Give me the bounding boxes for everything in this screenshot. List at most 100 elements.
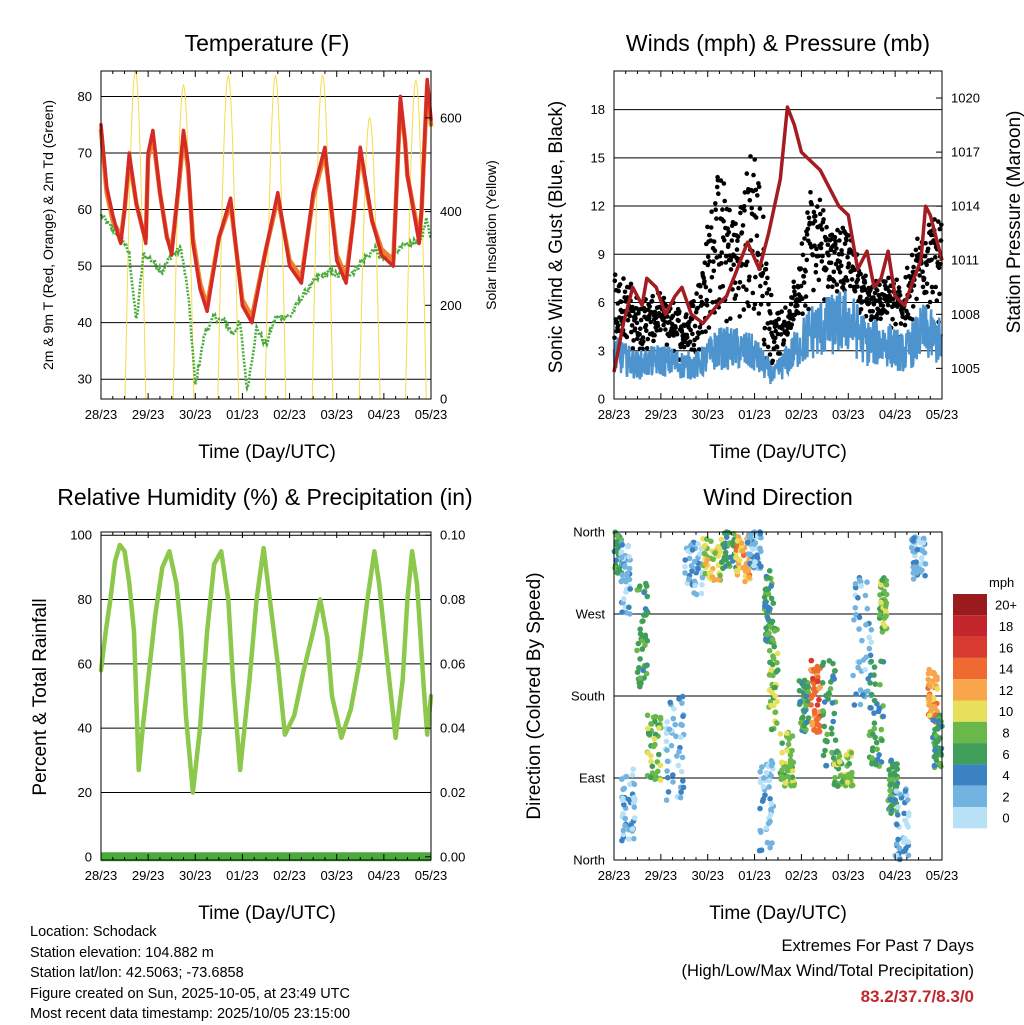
gust-point xyxy=(711,239,717,244)
winds-panel: Winds (mph) & Pressure (mb) 28/23 29/23 30… xyxy=(546,30,1024,463)
direction-point xyxy=(895,836,901,843)
gust-point xyxy=(643,323,649,328)
gust-point xyxy=(852,288,858,294)
gust-point xyxy=(834,282,840,287)
gust-point xyxy=(870,309,875,314)
direction-point xyxy=(649,763,656,770)
gust-point xyxy=(855,284,860,289)
humidity-xtick-label: 05/23 xyxy=(415,868,448,883)
direction-point xyxy=(832,737,839,743)
direction-point xyxy=(643,670,650,677)
humidity-y2tick-label: 0.10 xyxy=(440,528,465,543)
direction-point xyxy=(878,726,885,733)
direction-point xyxy=(860,692,866,698)
direction-point xyxy=(622,815,628,822)
direction-point xyxy=(857,701,864,708)
direction-point xyxy=(888,803,894,810)
direction-point xyxy=(688,542,694,549)
direction-point xyxy=(789,747,795,754)
direction-xtick-label: 30/23 xyxy=(691,868,724,883)
direction-point xyxy=(679,754,686,761)
direction-point xyxy=(708,538,714,545)
direction-point xyxy=(855,664,861,671)
direction-point xyxy=(767,818,773,825)
direction-point xyxy=(784,730,790,736)
gust-point xyxy=(834,289,840,294)
direction-point xyxy=(797,699,803,705)
humidity-y2tick-label: 0.00 xyxy=(440,849,465,864)
direction-point xyxy=(664,719,670,725)
gust-point xyxy=(938,238,944,243)
direction-point xyxy=(829,700,836,706)
direction-point xyxy=(620,827,627,834)
direction-point xyxy=(666,726,673,733)
gust-point xyxy=(708,225,714,230)
gust-point xyxy=(636,310,641,316)
direction-point xyxy=(855,595,861,601)
temperature-xlabel: Time (Day/UTC) xyxy=(198,442,336,463)
gust-point xyxy=(884,310,890,315)
direction-point xyxy=(888,757,895,764)
direction-point xyxy=(779,740,785,746)
gust-point xyxy=(755,252,761,258)
temperature-ytick-label: 30 xyxy=(78,372,92,387)
direction-point xyxy=(772,684,778,691)
gust-point xyxy=(834,246,839,251)
direction-point xyxy=(933,739,939,746)
winds-y2tick-label: 1011 xyxy=(951,253,979,268)
gust-point xyxy=(911,264,916,270)
direction-point xyxy=(763,770,770,776)
direction-point xyxy=(618,549,625,555)
direction-point xyxy=(672,721,678,728)
gust-point xyxy=(848,283,853,289)
gust-point xyxy=(778,332,784,337)
direction-point xyxy=(816,685,822,692)
legend-swatch xyxy=(953,764,987,786)
gust-point xyxy=(826,253,831,258)
direction-point xyxy=(629,826,636,832)
direction-ytick-label: West xyxy=(576,607,606,622)
direction-point xyxy=(769,840,775,846)
direction-point xyxy=(631,781,638,788)
direction-point xyxy=(836,759,843,765)
direction-point xyxy=(766,647,773,654)
direction-point xyxy=(670,715,677,722)
direction-point xyxy=(868,627,875,633)
gust-point xyxy=(913,247,919,253)
direction-point xyxy=(830,718,836,725)
direction-point xyxy=(834,782,840,789)
direction-point xyxy=(733,547,740,553)
direction-point xyxy=(873,739,880,746)
direction-point xyxy=(740,552,747,559)
direction-point xyxy=(811,707,818,714)
winds-xtick-label: 03/23 xyxy=(832,407,865,422)
direction-point xyxy=(689,547,696,553)
gust-point xyxy=(864,296,870,302)
direction-point xyxy=(815,715,821,722)
direction-point xyxy=(652,713,659,720)
gust-point xyxy=(628,281,634,287)
legend-swatch xyxy=(953,807,987,829)
winds-ylabel: Sonic Wind & Gust (Blue, Black) xyxy=(546,101,567,373)
direction-point xyxy=(871,725,878,732)
direction-point xyxy=(831,710,838,717)
gust-point xyxy=(658,327,663,332)
gust-point xyxy=(811,287,816,293)
direction-point xyxy=(811,727,817,733)
humidity-ytick-label: 60 xyxy=(78,656,92,671)
direction-point xyxy=(821,699,828,705)
gust-point xyxy=(858,294,863,300)
direction-point xyxy=(926,712,933,718)
direction-point xyxy=(758,563,764,570)
direction-point xyxy=(646,731,653,737)
direction-point xyxy=(815,678,821,685)
direction-point xyxy=(702,561,709,567)
winds-ytick-label: 0 xyxy=(598,392,605,407)
direction-point xyxy=(701,550,708,557)
gust-point xyxy=(831,269,837,275)
direction-point xyxy=(913,559,919,565)
gust-point xyxy=(809,201,814,207)
gust-point xyxy=(634,320,640,326)
gust-point xyxy=(692,323,698,329)
direction-point xyxy=(888,796,894,803)
